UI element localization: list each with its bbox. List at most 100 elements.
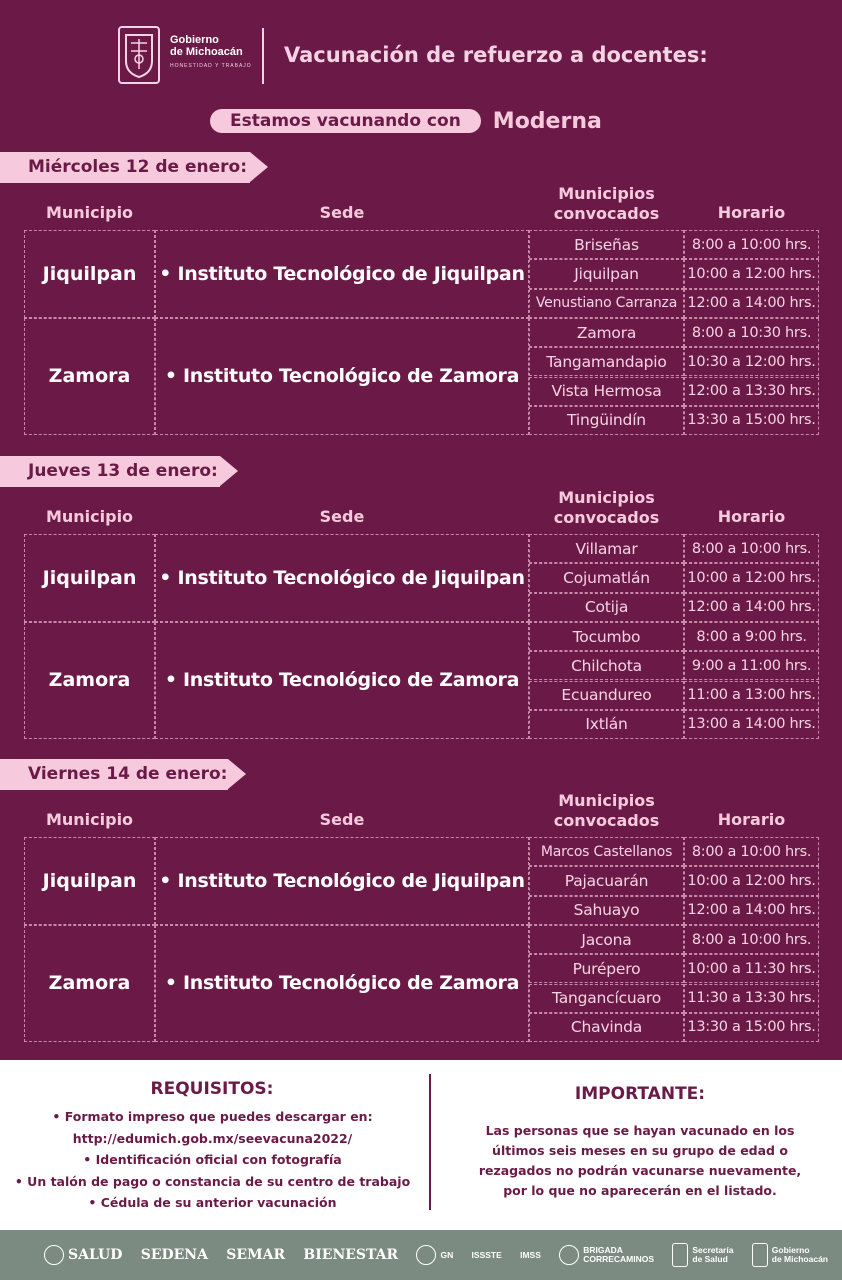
municipio-cell: Ixtlán	[529, 709, 684, 740]
horario-cell: 12:00 a 14:00 hrs.	[684, 592, 819, 622]
municipio-cell: Tangancícuaro	[529, 983, 684, 1013]
sponsor-logo-strip: SALUD SEDENA SEMAR BIENESTAR GN ISSSTE I…	[0, 1230, 842, 1280]
requisito-link[interactable]: http://edumich.gob.mx/seevacuna2022/	[72, 1130, 353, 1146]
importante-text: Las personas que se hayan vacunado en lo…	[478, 1123, 802, 1198]
sede-cell: • Instituto Tecnológico de Zamora	[155, 621, 529, 740]
header-divider	[262, 28, 264, 84]
day-label: Jueves 13 de enero:	[0, 456, 238, 487]
requisito-item: • Identificación oficial con fotografía	[83, 1152, 342, 1167]
city-cell: Jiquilpan	[24, 534, 155, 622]
horario-cell: 9:00 a 11:00 hrs.	[684, 651, 819, 681]
municipio-cell: Pajacuarán	[529, 866, 684, 896]
municipio-cell: Venustiano Carranza	[529, 288, 684, 318]
horario-cell: 8:00 a 10:00 hrs.	[684, 230, 819, 260]
importante-title: IMPORTANTE:	[574, 1084, 706, 1104]
city-cell: Zamora	[24, 924, 155, 1043]
municipio-cell: Villamar	[529, 534, 684, 564]
column-header-sede: Sede	[319, 507, 365, 526]
column-header-municipio: Municipio	[45, 810, 134, 829]
vaccine-label: Estamos vacunando con	[210, 109, 481, 133]
gobierno-michoacan-logo: Gobierno de Michoacán	[751, 1243, 828, 1267]
municipio-cell: Ecuandureo	[529, 680, 684, 710]
municipio-cell: Briseñas	[529, 230, 684, 260]
horario-cell: 8:00 a 10:00 hrs.	[684, 534, 819, 564]
schedule-table: Jiquilpan • Instituto Tecnológico de Jiqu…	[24, 837, 819, 1043]
column-header-horario: Horario	[717, 507, 786, 526]
column-header-convocados: Municipios convocados	[553, 791, 660, 830]
horario-cell: 10:00 a 12:00 hrs.	[684, 563, 819, 593]
horario-cell: 8:00 a 10:00 hrs.	[684, 837, 819, 867]
shield-icon	[751, 1243, 768, 1267]
shield-icon	[125, 34, 153, 79]
sede-cell: • Instituto Tecnológico de Zamora	[155, 924, 529, 1043]
header: Gobierno de Michoacán HONESTIDAD Y TRABA…	[0, 0, 842, 100]
secretaria-salud-logo: Secretaría de Salud	[672, 1243, 733, 1267]
municipio-cell: Marcos Castellanos	[529, 837, 684, 867]
municipio-cell: Tangamandapio	[529, 347, 684, 377]
eagle-seal-icon	[44, 1245, 64, 1265]
municipio-cell: Vista Hermosa	[529, 376, 684, 406]
column-header-municipio: Municipio	[45, 203, 134, 222]
municipio-cell: Chavinda	[529, 1012, 684, 1043]
horario-cell: 13:00 a 14:00 hrs.	[684, 709, 819, 740]
government-name: Gobierno de Michoacán	[170, 34, 243, 58]
requisito-item: • Cédula de su anterior vacunación	[88, 1195, 337, 1210]
column-header-convocados: Municipios convocados	[553, 184, 660, 223]
municipio-cell: Jiquilpan	[529, 259, 684, 289]
gn-logo: GN	[416, 1245, 453, 1265]
sede-cell: • Instituto Tecnológico de Zamora	[155, 317, 529, 436]
city-cell: Jiquilpan	[24, 230, 155, 318]
city-cell: Jiquilpan	[24, 837, 155, 925]
column-header-horario: Horario	[717, 810, 786, 829]
requisito-item: • Un talón de pago o constancia de su ce…	[14, 1173, 411, 1189]
horario-cell: 8:00 a 9:00 hrs.	[684, 621, 819, 652]
municipio-cell: Cotija	[529, 592, 684, 622]
day-label: Viernes 14 de enero:	[0, 759, 246, 790]
horario-cell: 12:00 a 13:30 hrs.	[684, 376, 819, 406]
horario-cell: 13:30 a 15:00 hrs.	[684, 1012, 819, 1043]
info-divider	[429, 1074, 431, 1210]
city-cell: Zamora	[24, 317, 155, 436]
salud-logo: SALUD	[44, 1245, 122, 1265]
requisito-item: • Formato impreso que puedes descargar e…	[52, 1109, 373, 1124]
horario-cell: 8:00 a 10:30 hrs.	[684, 317, 819, 348]
day-label: Miércoles 12 de enero:	[0, 152, 268, 183]
municipio-cell: Purépero	[529, 954, 684, 984]
municipio-cell: Tocumbo	[529, 621, 684, 652]
horario-cell: 10:30 a 12:00 hrs.	[684, 347, 819, 377]
column-header-sede: Sede	[319, 810, 365, 829]
issste-logo: ISSSTE	[471, 1249, 502, 1260]
semar-logo: SEMAR	[226, 1247, 286, 1263]
gn-seal-icon	[416, 1245, 437, 1265]
column-header-horario: Horario	[717, 203, 786, 222]
brigada-logo: BRIGADA CORRECAMINOS	[559, 1245, 654, 1265]
horario-cell: 10:00 a 11:30 hrs.	[684, 954, 819, 984]
page-title: Vacunación de refuerzo a docentes:	[284, 43, 708, 67]
municipio-cell: Chilchota	[529, 651, 684, 681]
vaccine-name: Moderna	[492, 108, 602, 134]
imss-logo: IMSS	[520, 1249, 541, 1260]
horario-cell: 10:00 a 12:00 hrs.	[684, 259, 819, 289]
requisitos-list: • Formato impreso que puedes descargar e…	[0, 1106, 425, 1214]
government-motto: HONESTIDAD Y TRABAJO	[170, 63, 252, 69]
bienestar-logo: BIENESTAR	[303, 1247, 399, 1263]
schedule-table: Jiquilpan • Instituto Tecnológico de Jiqu…	[24, 534, 819, 740]
vaccine-row: Estamos vacunando con Moderna	[210, 108, 602, 134]
horario-cell: 13:30 a 15:00 hrs.	[684, 405, 819, 436]
shield-icon	[672, 1243, 689, 1267]
sede-cell: • Instituto Tecnológico de Jiquilpan	[155, 230, 529, 318]
michoacan-shield-icon	[118, 26, 160, 84]
column-header-convocados: Municipios convocados	[553, 488, 660, 527]
municipio-cell: Sahuayo	[529, 895, 684, 925]
horario-cell: 12:00 a 14:00 hrs.	[684, 895, 819, 925]
roadrunner-icon	[559, 1245, 580, 1265]
info-panel: REQUISITOS: • Formato impreso que puedes…	[0, 1060, 842, 1230]
city-cell: Zamora	[24, 621, 155, 740]
sede-cell: • Instituto Tecnológico de Jiquilpan	[155, 534, 529, 622]
column-header-sede: Sede	[319, 203, 365, 222]
municipio-cell: Jacona	[529, 924, 684, 955]
municipio-cell: Tingüindín	[529, 405, 684, 436]
sedena-logo: SEDENA	[140, 1247, 208, 1263]
horario-cell: 11:30 a 13:30 hrs.	[684, 983, 819, 1013]
municipio-cell: Zamora	[529, 317, 684, 348]
